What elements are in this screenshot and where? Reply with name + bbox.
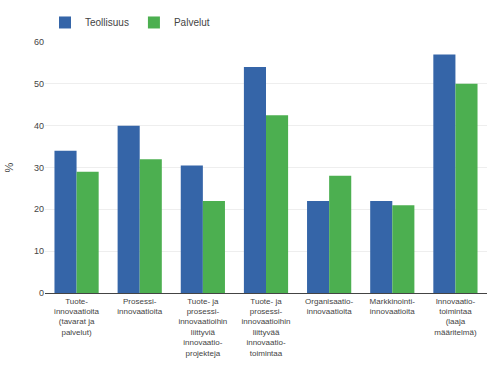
svg-text:40: 40 [34, 121, 44, 131]
svg-text:Innovaatio-toimintaa(laajamäär: Innovaatio-toimintaa(laajamääritelmä) [434, 297, 477, 337]
svg-text:Tuote- japrosessi-innovaatioih: Tuote- japrosessi-innovaatioihinliittyvä… [242, 297, 291, 358]
svg-text:30: 30 [34, 163, 44, 173]
svg-text:Markkinointi-innovaatioita: Markkinointi-innovaatioita [370, 297, 416, 316]
svg-text:Palvelut: Palvelut [174, 17, 210, 28]
svg-text:Tuote- japrosessi-innovaatioih: Tuote- japrosessi-innovaatioihinliittyvi… [178, 297, 227, 358]
svg-text:60: 60 [34, 37, 44, 47]
svg-text:0: 0 [39, 288, 44, 298]
svg-text:Prosessi-innovaatioita: Prosessi-innovaatioita [117, 297, 162, 316]
svg-text:10: 10 [34, 246, 44, 256]
svg-text:Teollisuus: Teollisuus [85, 17, 129, 28]
svg-text:Tuote-innovaatioita(tavarat ja: Tuote-innovaatioita(tavarat japalvelut) [54, 297, 99, 337]
svg-text:50: 50 [34, 79, 44, 89]
svg-text:20: 20 [34, 204, 44, 214]
svg-text:%: % [3, 162, 15, 172]
svg-text:Organisaatio-innovaatioita: Organisaatio-innovaatioita [305, 297, 353, 316]
